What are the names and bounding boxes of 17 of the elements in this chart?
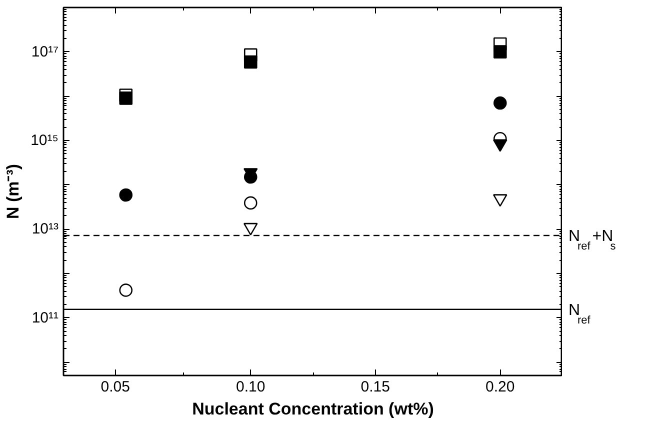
x-tick-label: 0.20 [486,378,515,396]
y-tick-label: 10¹¹ [32,309,59,326]
x-tick-label: 0.05 [100,378,130,396]
x-tick-label: 0.10 [236,378,266,396]
y-tick-label: 10¹⁵ [30,132,59,149]
point [493,45,507,58]
y-tick-label: 10¹³ [32,220,59,238]
x-tick-label: 0.15 [360,378,390,396]
point [244,196,258,210]
point [119,284,133,297]
y-axis-title: N (m⁻³) [4,164,23,220]
point [244,55,258,69]
x-axis-title: Nucleant Concentration (wt%) [192,400,434,418]
point [119,188,133,202]
y-tick-label: 10¹⁷ [31,43,58,60]
point [119,92,133,105]
point [493,96,507,110]
